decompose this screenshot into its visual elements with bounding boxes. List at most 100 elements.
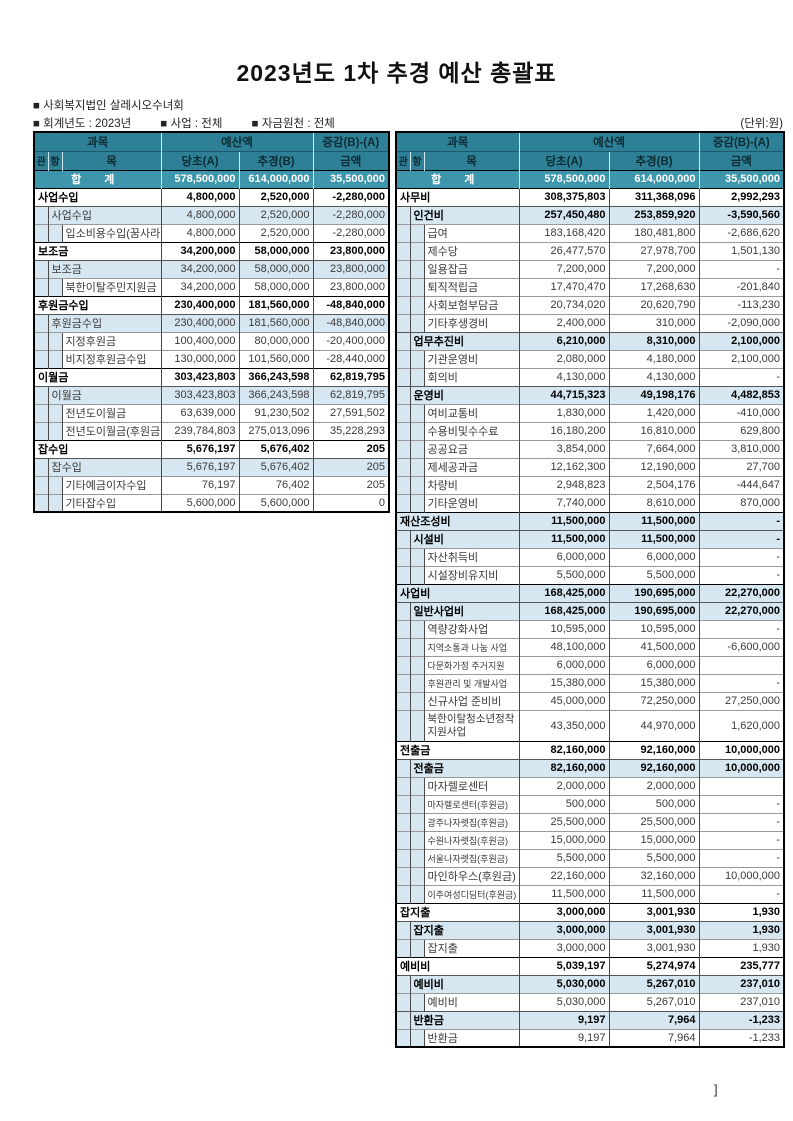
amount-cell: 4,800,000: [160, 205, 240, 224]
amount-cell: 366,243,598: [238, 367, 314, 386]
table-row: 퇴직적립금 17,470,470 17,268,630 -201,840: [396, 277, 785, 296]
account-name-cell: 보조금: [34, 241, 162, 260]
table-row: 합 계 578,500,000 614,000,000 35,500,000: [396, 169, 785, 188]
level-strip-cell: [34, 349, 48, 368]
level-strip-cell: [34, 331, 48, 350]
account-name-cell: 전년도이월금(후원금: [61, 421, 162, 440]
header-jeunggam: 증감(B)-(A): [698, 132, 785, 151]
amount-cell: 2,000,000: [518, 776, 610, 795]
amount-cell: 205: [312, 457, 390, 476]
account-name-cell: 마자렐로센터: [423, 776, 520, 795]
amount-cell: 4,482,853: [698, 385, 785, 404]
amount-cell: 5,500,000: [518, 848, 610, 867]
account-name-cell: 자산취득비: [423, 547, 520, 566]
account-name-cell: 예비비: [423, 992, 520, 1011]
amount-cell: 101,560,000: [238, 349, 314, 368]
table-row: 예비비 5,030,000 5,267,010 237,010: [396, 992, 785, 1011]
amount-cell: 8,610,000: [608, 493, 700, 512]
amount-cell: 614,000,000: [238, 169, 314, 188]
amount-cell: 5,676,402: [238, 439, 314, 458]
level-strip-cell: [409, 475, 424, 494]
table-row: 반환금 9,197 7,964 -1,233: [396, 1028, 785, 1047]
revenue-table: 과목 예산액 증감(B)-(A) 관 항 목 당초(A) 추경(B) 금액 합 …: [33, 131, 391, 513]
amount-cell: -1,233: [698, 1028, 785, 1047]
amount-cell: -2,090,000: [698, 313, 785, 332]
amount-cell: 20,734,020: [518, 295, 610, 314]
amount-cell: 11,500,000: [518, 529, 610, 548]
amount-cell: 25,500,000: [518, 812, 610, 831]
table-row: 여비교통비 1,830,000 1,420,000 -410,000: [396, 403, 785, 422]
amount-cell: 3,810,000: [698, 439, 785, 458]
amount-cell: 6,210,000: [518, 331, 610, 350]
level-strip-cell: [396, 205, 410, 224]
amount-cell: 7,200,000: [608, 259, 700, 278]
amount-cell: 76,197: [160, 475, 240, 494]
amount-cell: 7,964: [608, 1028, 700, 1047]
amount-cell: 11,500,000: [518, 884, 610, 903]
level-strip-cell: [396, 776, 410, 795]
amount-cell: 1,930: [698, 938, 785, 957]
level-strip-cell: [47, 331, 62, 350]
level-strip-cell: [396, 1028, 410, 1047]
amount-cell: 3,854,000: [518, 439, 610, 458]
table-row: 사업수입 4,800,000 2,520,000 -2,280,000: [34, 205, 390, 224]
amount-cell: 100,400,000: [160, 331, 240, 350]
level-strip-cell: [396, 884, 410, 903]
level-strip-cell: [409, 776, 424, 795]
level-strip-cell: [409, 313, 424, 332]
amount-cell: 27,250,000: [698, 691, 785, 710]
amount-cell: 7,740,000: [518, 493, 610, 512]
table-header: 과목 예산액 증감(B)-(A) 관 항 목 당초(A) 추경(B) 금액: [34, 132, 390, 170]
table-row: 전년도이월금 63,639,000 91,230,502 27,591,502: [34, 403, 390, 422]
amount-cell: 22,270,000: [698, 601, 785, 620]
account-name-cell: 잡지출: [396, 902, 520, 921]
amount-cell: -: [698, 547, 785, 566]
level-strip-cell: [409, 547, 424, 566]
amount-cell: 311,368,096: [608, 187, 700, 206]
level-strip-cell: [47, 277, 62, 296]
table-row: 회의비 4,130,000 4,130,000-: [396, 367, 785, 386]
amount-cell: 1,830,000: [518, 403, 610, 422]
level-strip-cell: [409, 673, 424, 692]
level-strip-cell: [396, 331, 410, 350]
account-name-cell: 기타예금이자수입: [61, 475, 162, 494]
account-name-cell: 일반사업비: [409, 601, 520, 620]
amount-cell: 7,200,000: [518, 259, 610, 278]
table-row: 비지정후원금수입 130,000,000 101,560,000 -28,440,00…: [34, 349, 390, 368]
level-strip-cell: [409, 367, 424, 386]
account-name-cell: 합 계: [34, 169, 162, 188]
amount-cell: 25,500,000: [608, 812, 700, 831]
table-row: 예비비 5,039,197 5,274,974 235,777: [396, 956, 785, 975]
account-name-cell: 마인하우스(후원금): [423, 866, 520, 885]
amount-cell: 3,000,000: [518, 902, 610, 921]
table-row: 입소비용수입(꿈사라 4,800,000 2,520,000 -2,280,000: [34, 223, 390, 242]
amount-cell: 205: [312, 475, 390, 494]
level-strip-cell: [396, 439, 410, 458]
amount-cell: -: [698, 884, 785, 903]
amount-cell: 5,500,000: [608, 565, 700, 584]
amount-cell: -: [698, 511, 785, 530]
account-name-cell: 반환금: [409, 1010, 520, 1029]
account-name-cell: 북한이탈청소년정착지원사업: [423, 709, 520, 741]
amount-cell: -: [698, 259, 785, 278]
amount-cell: 41,500,000: [608, 637, 700, 656]
account-name-cell: 신규사업 준비비: [423, 691, 520, 710]
amount-cell: 15,380,000: [518, 673, 610, 692]
account-name-cell: 다문화가정 주거지원: [423, 655, 520, 674]
level-strip-cell: [47, 349, 62, 368]
amount-cell: 11,500,000: [608, 511, 700, 530]
amount-cell: 58,000,000: [238, 259, 314, 278]
table-row: 지정후원금 100,400,000 80,000,000 -20,400,000: [34, 331, 390, 350]
amount-cell: 44,715,323: [518, 385, 610, 404]
amount-cell: 1,930: [698, 920, 785, 939]
amount-cell: -: [698, 812, 785, 831]
amount-cell: 500,000: [518, 794, 610, 813]
account-name-cell: 반환금: [423, 1028, 520, 1047]
amount-cell: 20,620,790: [608, 295, 700, 314]
amount-cell: 168,425,000: [518, 601, 610, 620]
table-row: 이주여성디딤터(후원금) 11,500,000 11,500,000-: [396, 884, 785, 903]
table-row: 운영비 44,715,323 49,198,176 4,482,853: [396, 385, 785, 404]
level-strip-cell: [396, 547, 410, 566]
amount-cell: -: [698, 529, 785, 548]
amount-cell: 1,620,000: [698, 709, 785, 741]
